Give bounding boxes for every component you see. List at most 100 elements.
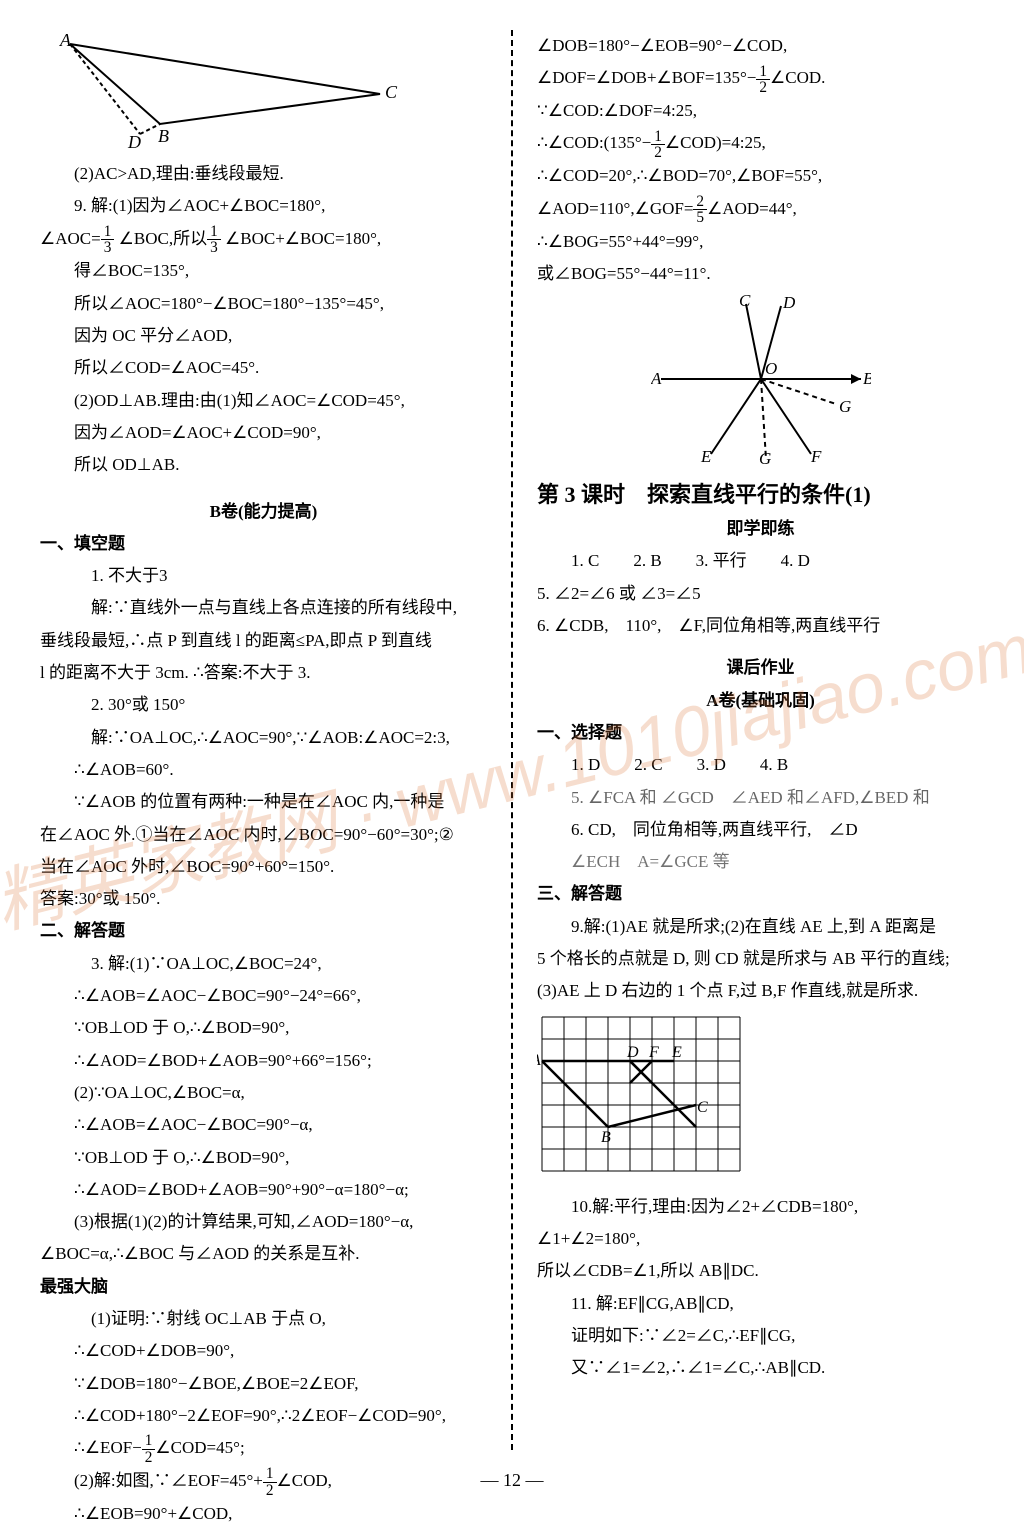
- svg-text:B: B: [601, 1129, 611, 1146]
- text-line: 解:∵OA⊥OC,∴∠AOC=90°,∵∠AOB:∠AOC=2:3,: [40, 722, 487, 754]
- text-line: 所以∠AOC=180°−∠BOC=180°−135°=45°,: [40, 288, 487, 320]
- svg-text:C: C: [697, 1099, 708, 1116]
- text-line: l 的距离不大于 3cm. ∴答案:不大于 3.: [40, 657, 487, 689]
- svg-text:B: B: [158, 126, 169, 146]
- subsection-brain: 最强大脑: [40, 1271, 487, 1303]
- fraction-1-2: 12: [651, 129, 665, 161]
- text-line: 3. 解:(1)∵OA⊥OC,∠BOC=24°,: [40, 948, 487, 980]
- text-line: 1. D 2. C 3. D 4. B: [537, 749, 984, 781]
- subsection-solve: 三、解答题: [537, 878, 984, 910]
- svg-text:C: C: [385, 82, 398, 102]
- text-line: 所以 OD⊥AB.: [40, 449, 487, 481]
- text-line: ∵∠COD:∠DOF=4:25,: [537, 95, 984, 127]
- text-line: 或∠BOG=55°−44°=11°.: [537, 258, 984, 290]
- fraction-1-2: 12: [142, 1433, 156, 1465]
- text: ∠AOD=110°,∠GOF=: [537, 199, 693, 218]
- text-line: ∴∠AOD=∠BOD+∠AOB=90°+90°−α=180°−α;: [40, 1174, 487, 1206]
- text-line: 1. C 2. B 3. 平行 4. D: [537, 545, 984, 577]
- text: ∠BOC,所以: [119, 229, 207, 248]
- svg-text:A: A: [59, 34, 72, 50]
- text-line: ∵∠AOB 的位置有两种:一种是在∠AOC 内,一种是: [40, 786, 487, 818]
- text-line: 在∠AOC 外.①当在∠AOC 内时,∠BOC=90°−60°=30°;②: [40, 819, 487, 851]
- subsection-choice: 一、选择题: [537, 717, 984, 749]
- right-column: ∠DOB=180°−∠EOB=90°−∠COD, ∠DOF=∠DOB+∠BOF=…: [537, 30, 984, 1450]
- svg-text:F: F: [648, 1044, 659, 1061]
- text-line: (2)OD⊥AB.理由:由(1)知∠AOC=∠COD=45°,: [40, 385, 487, 417]
- a-section-title: A卷(基础巩固): [537, 685, 984, 717]
- text-line: 9. 解:(1)因为∠AOC+∠BOC=180°,: [40, 190, 487, 222]
- sub-title: 即学即练: [537, 513, 984, 545]
- text-line: 10.解:平行,理由:因为∠2+∠CDB=180°,: [537, 1191, 984, 1223]
- triangle-diagram: A B C D: [40, 34, 487, 154]
- text-line: (2)AC>AD,理由:垂线段最短.: [40, 158, 487, 190]
- lesson-title: 第 3 课时 探索直线平行的条件(1): [537, 477, 984, 509]
- sub-title: 课后作业: [537, 652, 984, 684]
- text-line: ∴∠EOB=90°+∠COD,: [40, 1498, 487, 1530]
- text: ∠AOD=44°,: [707, 199, 797, 218]
- text-line: (3)根据(1)(2)的计算结果,可知,∠AOD=180°−α,: [40, 1206, 487, 1238]
- text-line: ∴∠BOG=55°+44°=99°,: [537, 226, 984, 258]
- text-line-faint: 5. ∠FCA 和 ∠GCD ∠AED 和∠AFD,∠BED 和: [537, 782, 984, 814]
- text-line: ∠1+∠2=180°,: [537, 1223, 984, 1255]
- text-line: ∴∠COD:(135°−12∠COD)=4:25,: [537, 127, 984, 160]
- text-line: ∠AOC=13 ∠BOC,所以13 ∠BOC+∠BOC=180°,: [40, 223, 487, 256]
- svg-text:E: E: [671, 1044, 682, 1061]
- text-line: ∴∠EOF−12∠COD=45°;: [40, 1432, 487, 1465]
- svg-text:F: F: [810, 447, 822, 464]
- text: ∠COD=45°;: [155, 1438, 244, 1457]
- text-line: 6. ∠CDB, 110°, ∠F,同位角相等,两直线平行: [537, 610, 984, 642]
- text-line: 11. 解:EF∥CG,AB∥CD,: [537, 1288, 984, 1320]
- text: ∠COD.: [770, 68, 825, 87]
- svg-text:E: E: [700, 447, 712, 464]
- text-line: 5. ∠2=∠6 或 ∠3=∠5: [537, 578, 984, 610]
- text-line: (1)证明:∵射线 OC⊥AB 于点 O,: [40, 1303, 487, 1335]
- left-column: A B C D (2)AC>AD,理由:垂线段最短. 9. 解:(1)因为∠AO…: [40, 30, 487, 1450]
- svg-text:D: D: [127, 132, 141, 149]
- text-line: ∵OB⊥OD 于 O,∴∠BOD=90°,: [40, 1012, 487, 1044]
- text-line: ∴∠AOB=∠AOC−∠BOC=90°−24°=66°,: [40, 980, 487, 1012]
- text: ∠AOC=: [40, 229, 101, 248]
- text-line: 答案:30°或 150°.: [40, 883, 487, 915]
- svg-text:D: D: [782, 294, 796, 312]
- text-line: ∵OB⊥OD 于 O,∴∠BOD=90°,: [40, 1142, 487, 1174]
- text-line: 证明如下:∵∠2=∠C,∴EF∥CG,: [537, 1320, 984, 1352]
- text-line: (2)∵OA⊥OC,∠BOC=α,: [40, 1077, 487, 1109]
- svg-text:A: A: [537, 1052, 541, 1069]
- text-line: 所以∠CDB=∠1,所以 AB∥DC.: [537, 1255, 984, 1287]
- text-line: ∠DOF=∠DOB+∠BOF=135°−12∠COD.: [537, 62, 984, 95]
- text-line: 2. 30°或 150°: [40, 689, 487, 721]
- svg-text:C: C: [739, 294, 751, 310]
- text: ∴∠EOF−: [74, 1438, 142, 1457]
- text-line-faint: ∠ECH A=∠GCE 等: [537, 846, 984, 878]
- subsection-solve: 二、解答题: [40, 915, 487, 947]
- fraction-2-5: 25: [693, 194, 707, 226]
- svg-text:B: B: [863, 369, 871, 388]
- text-line: 9.解:(1)AE 就是所求;(2)在直线 AE 上,到 A 距离是: [537, 911, 984, 943]
- text-line: 1. 不大于3: [40, 560, 487, 592]
- text-line: ∠DOB=180°−∠EOB=90°−∠COD,: [537, 30, 984, 62]
- grid-diagram: A B C D F E: [537, 1012, 984, 1187]
- text-line: 当在∠AOC 外时,∠BOC=90°+60°=150°.: [40, 851, 487, 883]
- fraction-1-3: 13: [101, 224, 115, 256]
- text: ∠BOC+∠BOC=180°,: [225, 229, 381, 248]
- text-line: ∴∠COD=20°,∴∠BOD=70°,∠BOF=55°,: [537, 160, 984, 192]
- b-section-title: B卷(能力提高): [40, 496, 487, 528]
- text-line: 所以∠COD=∠AOC=45°.: [40, 352, 487, 384]
- text-line: 又∵∠1=∠2,∴∠1=∠C,∴AB∥CD.: [537, 1352, 984, 1384]
- svg-text:A: A: [651, 369, 662, 388]
- fraction-1-3: 13: [207, 224, 221, 256]
- svg-text:G: G: [839, 397, 851, 416]
- text-line: ∴∠AOD=∠BOD+∠AOB=90°+66°=156°;: [40, 1045, 487, 1077]
- text-line: (3)AE 上 D 右边的 1 个点 F,过 B,F 作直线,就是所求.: [537, 975, 984, 1007]
- text-line: 解:∵直线外一点与直线上各点连接的所有线段中,: [40, 592, 487, 624]
- text: ∴∠COD:(135°−: [537, 133, 651, 152]
- text-line: ∵∠DOB=180°−∠BOE,∠BOE=2∠EOF,: [40, 1368, 487, 1400]
- subsection-fill: 一、填空题: [40, 528, 487, 560]
- text-line: ∴∠AOB=60°.: [40, 754, 487, 786]
- text-line: ∠BOC=α,∴∠BOC 与∠AOD 的关系是互补.: [40, 1238, 487, 1270]
- svg-text:D: D: [626, 1044, 639, 1061]
- text-line: ∠AOD=110°,∠GOF=25∠AOD=44°,: [537, 193, 984, 226]
- text-line: 得∠BOC=135°,: [40, 255, 487, 287]
- page-number: — 12 —: [0, 1470, 1024, 1491]
- fraction-1-2: 12: [756, 64, 770, 96]
